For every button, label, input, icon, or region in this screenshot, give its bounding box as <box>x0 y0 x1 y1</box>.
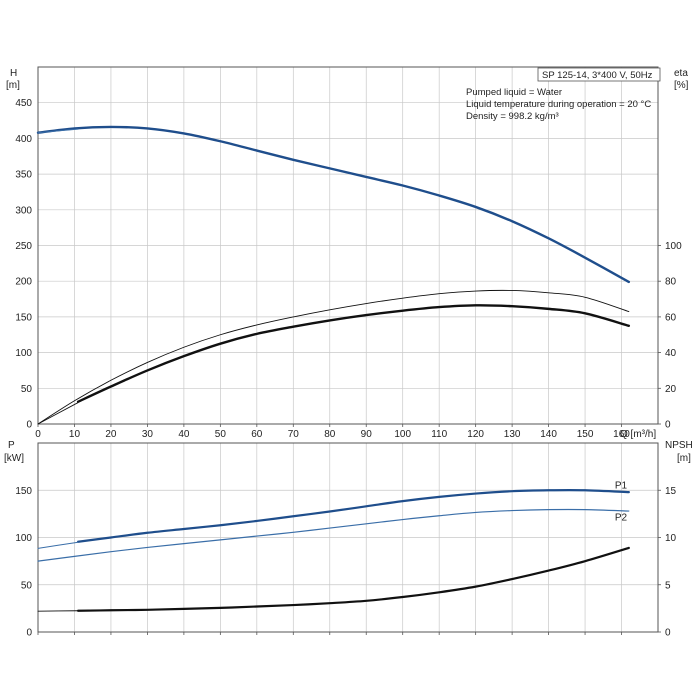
left-tick-label: 350 <box>15 170 32 181</box>
top-panel-tick-labels: 0 10 20 30 40 50 60 70 80 90 100 110 120 130 140 150 160… <box>15 98 682 440</box>
curve-bottom-series-3 <box>77 546 630 612</box>
info-line-2: Liquid temperature during operation = 20… <box>466 99 651 110</box>
bottom-left-axis-unit: [kW] <box>4 453 24 464</box>
top-left-axis-title: H <box>10 68 17 79</box>
right-tick-label: 10 <box>665 533 677 544</box>
info-line-1: Pumped liquid = Water <box>466 87 562 98</box>
top-right-axis-unit: [%] <box>674 80 689 91</box>
x-axis-unit-label: Q [m³/h] <box>620 429 656 440</box>
left-tick-label: 50 <box>21 580 33 591</box>
left-tick-label: 300 <box>15 205 32 216</box>
top-right-axis-title: eta <box>674 68 688 79</box>
curve-label-p1: P1 <box>615 480 628 491</box>
curve-top-series-3 <box>76 304 631 403</box>
x-tick-label: 150 <box>577 429 594 440</box>
x-tick-label: 110 <box>431 429 447 440</box>
right-tick-label: 0 <box>665 628 671 639</box>
right-tick-label: 0 <box>665 420 671 431</box>
x-tick-label: 10 <box>69 429 81 440</box>
bottom-panel-curves <box>37 488 630 612</box>
right-tick-label: 100 <box>665 241 682 252</box>
x-tick-label: 20 <box>105 429 117 440</box>
left-tick-label: 400 <box>15 134 32 145</box>
bottom-right-axis-title: NPSH <box>665 440 693 451</box>
top-panel-curves <box>36 125 631 425</box>
curve-bottom-series-1 <box>37 541 79 549</box>
right-tick-label: 15 <box>665 486 677 497</box>
curve-top-series-2 <box>37 289 630 425</box>
curve-top-series-0 <box>36 125 631 284</box>
right-tick-label: 60 <box>665 312 677 323</box>
top-panel-grid <box>37 67 661 427</box>
left-tick-label: 0 <box>26 420 32 431</box>
right-tick-label: 5 <box>665 580 671 591</box>
x-tick-label: 50 <box>215 429 227 440</box>
x-tick-label: 80 <box>324 429 336 440</box>
left-tick-label: 200 <box>15 277 32 288</box>
x-tick-label: 120 <box>467 429 484 440</box>
curve-top-series-1 <box>37 128 79 134</box>
x-tick-label: 100 <box>394 429 411 440</box>
bottom-right-axis-unit: [m] <box>677 453 691 464</box>
bottom-left-axis-title: P <box>8 440 15 451</box>
left-tick-label: 0 <box>26 628 32 639</box>
top-panel-frame <box>37 66 659 425</box>
x-tick-label: 40 <box>178 429 190 440</box>
bottom-panel-frame <box>37 442 659 633</box>
curve-bottom-p2 <box>37 508 630 562</box>
info-line-3: Density = 998.2 kg/m³ <box>466 111 559 122</box>
curve-top-series-4 <box>37 402 79 425</box>
x-tick-label: 130 <box>504 429 521 440</box>
x-tick-label: 90 <box>361 429 373 440</box>
right-tick-label: 20 <box>665 384 677 395</box>
right-tick-label: 40 <box>665 348 677 359</box>
right-tick-label: 80 <box>665 277 677 288</box>
curve-bottom-p1 <box>77 488 630 543</box>
bottom-panel-tick-labels: 0 50 100 150 0 5 10 15 <box>15 486 676 639</box>
curve-label-p2: P2 <box>615 513 628 524</box>
top-left-axis-unit: [m] <box>6 80 20 91</box>
left-tick-label: 100 <box>15 348 32 359</box>
x-tick-label: 30 <box>142 429 154 440</box>
left-tick-label: 450 <box>15 98 32 109</box>
bottom-panel-grid <box>37 443 661 635</box>
x-tick-label: 60 <box>251 429 263 440</box>
x-tick-label: 70 <box>288 429 300 440</box>
left-tick-label: 100 <box>15 533 32 544</box>
x-tick-label: 140 <box>540 429 557 440</box>
info-title-box <box>537 67 661 82</box>
left-tick-label: 50 <box>21 384 33 395</box>
left-tick-label: 250 <box>15 241 32 252</box>
left-tick-label: 150 <box>15 312 32 323</box>
left-tick-label: 150 <box>15 486 32 497</box>
x-tick-label: 0 <box>35 429 41 440</box>
info-title: SP 125-14, 3*400 V, 50Hz <box>542 70 653 81</box>
x-tick-label: 160 <box>613 429 630 440</box>
